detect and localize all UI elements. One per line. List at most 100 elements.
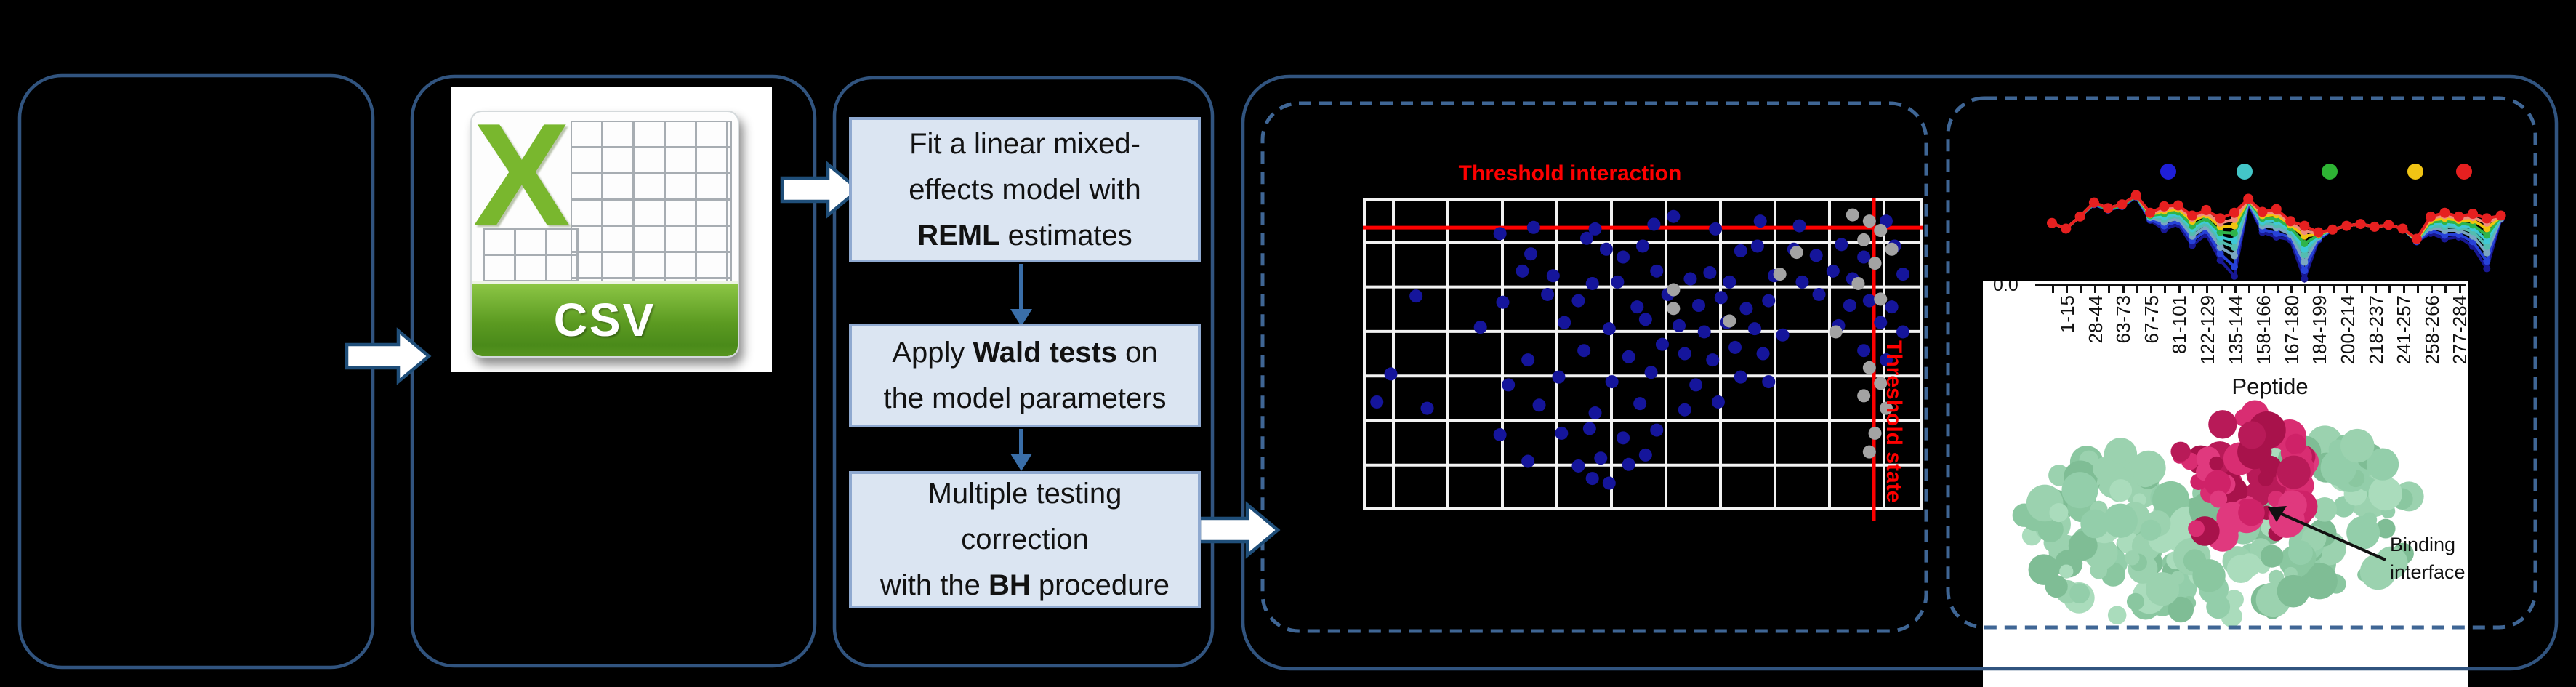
uptake-point [2483, 225, 2491, 233]
scatter-dot-blue [1734, 370, 1747, 384]
axis-tick [2304, 286, 2307, 293]
protein-structure-image: 0.0 1-15 28-44 63-73 67-75 81-101 122-129 135-… [1983, 281, 2468, 687]
scatter-dot-blue [1650, 264, 1664, 278]
scatter-dot-gray [1857, 389, 1871, 403]
scatter-dot-blue [1585, 276, 1599, 290]
scatter-dot-blue [1692, 299, 1705, 313]
axis-tick [2402, 286, 2405, 293]
scatter-dot-blue [1697, 325, 1711, 339]
block-arrow-icon [345, 327, 432, 385]
protein-blob [2258, 470, 2274, 486]
scatter-dot-blue [1532, 398, 1546, 412]
uptake-point [2301, 251, 2309, 259]
scatter-dot-gray [1874, 224, 1888, 238]
uptake-point [2285, 216, 2296, 227]
scatter-dot-blue [1524, 247, 1537, 261]
scatter-dot-gray [1851, 276, 1865, 290]
uptake-point [2301, 258, 2309, 266]
legend-dot [2322, 164, 2338, 180]
x-axis-line [2035, 284, 2466, 286]
uptake-point [2483, 231, 2491, 239]
scatter-dot-blue [1622, 350, 1635, 363]
scatter-dot-gray [1868, 257, 1882, 270]
uptake-point [2216, 228, 2224, 236]
step-fit-lmm-box: Fit a linear mixed-effects model with REM… [849, 117, 1201, 262]
scatter-dot-blue [1594, 451, 1608, 465]
uptake-point [2369, 221, 2380, 232]
axis-tick [2431, 286, 2434, 293]
scatter-dot-blue [1667, 209, 1681, 223]
scatter-dot-blue [1630, 300, 1644, 314]
axis-tick [2206, 286, 2209, 293]
protein-blob [2059, 564, 2074, 579]
protein-blob [2340, 428, 2375, 463]
protein-blob [2188, 520, 2205, 537]
dashed-panel-border [1946, 96, 2537, 630]
scatter-dot-gray [1846, 208, 1859, 222]
scatter-dot-blue [1409, 289, 1423, 303]
scatter-dot-blue [1762, 294, 1776, 308]
protein-blob [2206, 595, 2231, 619]
flow-arrowhead-icon [1010, 309, 1032, 326]
csv-banner: CSV [472, 281, 738, 356]
scatter-dot-blue [1384, 367, 1398, 381]
legend-dot [2237, 164, 2253, 180]
scatter-dot-blue [1703, 265, 1717, 279]
scatter-dot-gray [1723, 314, 1736, 328]
scatter-dot-blue [1678, 403, 1691, 417]
scatter-dot-blue [1622, 457, 1635, 471]
y-axis-tick-label: 0.0 [1993, 281, 2018, 295]
scatter-dot-blue [1636, 239, 1649, 253]
binding-interface-label: Binding [2390, 534, 2456, 555]
scatter-dot-blue [1689, 378, 1703, 392]
scatter-dot-blue [1582, 422, 1596, 435]
scatter-dot-blue [1792, 219, 1806, 233]
legend-dot [2456, 164, 2472, 180]
csv-file-icon: X CSV [470, 111, 739, 358]
scatter-dot-blue [1577, 344, 1591, 358]
uptake-point [2483, 249, 2491, 257]
scatter-dot-blue [1706, 353, 1720, 367]
uptake-point [2230, 237, 2238, 245]
protein-blob [2238, 421, 2266, 449]
protein-blob [2080, 509, 2110, 539]
axis-tick [2052, 286, 2054, 293]
block-arrow-icon [780, 161, 861, 219]
protein-blob [2069, 583, 2090, 604]
scatter-dot-blue [1857, 250, 1871, 264]
uptake-point [2468, 209, 2478, 219]
protein-blob [2204, 470, 2231, 497]
flow-box-line: with the BH procedure [880, 569, 1170, 601]
protein-blob [2285, 433, 2306, 455]
scatter-dot-blue [1599, 242, 1613, 256]
scatter-dot-blue [1879, 353, 1893, 367]
protein-blob [2068, 531, 2098, 561]
scatter-dot-blue [1493, 227, 1507, 241]
panel-border [1241, 74, 2559, 671]
protein-blob [2359, 553, 2396, 590]
scatter-dot-gray [1874, 292, 1888, 306]
scatter-dot-gray [1667, 283, 1681, 297]
axis-tick [2122, 286, 2125, 293]
protein-blob [2103, 503, 2138, 538]
scatter-dot-blue [1683, 272, 1697, 286]
uptake-point [2230, 272, 2238, 280]
scatter-dot-blue [1709, 222, 1723, 236]
uptake-point [2453, 211, 2464, 222]
protein-blob [2126, 592, 2144, 611]
protein-blob [2375, 518, 2396, 539]
protein-blob [2288, 540, 2313, 566]
binding-arrowhead-icon [2268, 506, 2287, 522]
axis-tick [2374, 286, 2377, 293]
uptake-point [2230, 262, 2238, 270]
protein-blob [2170, 441, 2191, 462]
scatter-dot-gray [1862, 445, 1876, 459]
scatter-dot-blue [1753, 214, 1767, 228]
uptake-point [2230, 229, 2238, 237]
protein-blob [2366, 448, 2399, 481]
scatter-dot-gray [1879, 401, 1893, 415]
scatter-dot-blue [1874, 316, 1888, 329]
block-arrow-icon [1197, 501, 1281, 559]
scatter-dot-gray [1868, 426, 1882, 440]
